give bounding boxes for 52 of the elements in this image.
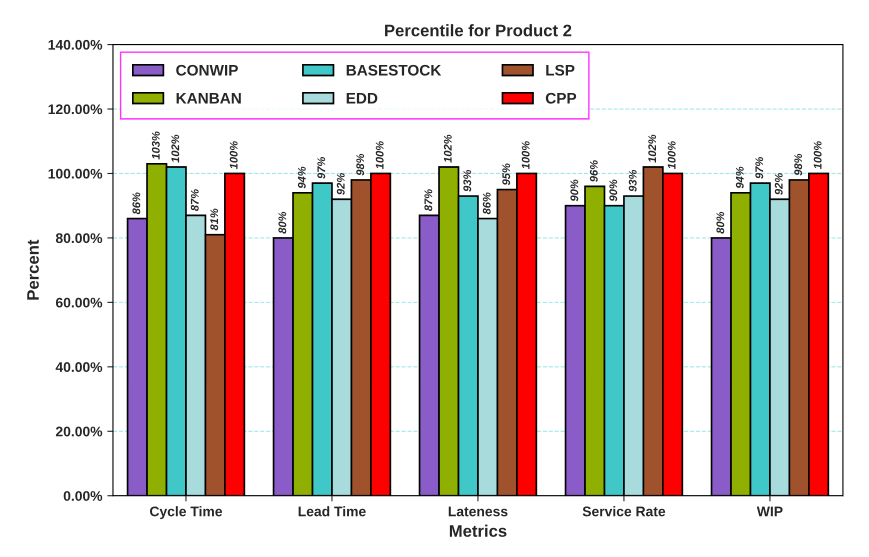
data-label: 96% xyxy=(590,160,598,182)
data-label: 97% xyxy=(755,157,764,179)
y-tick-label: 100.00% xyxy=(48,168,102,179)
data-label: 87% xyxy=(424,189,432,212)
x-tick-label: Lead Time xyxy=(298,506,366,516)
data-label: 87% xyxy=(190,189,199,212)
data-label: 100% xyxy=(376,141,384,170)
data-label: 102% xyxy=(171,134,180,163)
legend-label: EDD xyxy=(346,92,378,104)
data-label: 95% xyxy=(502,163,510,186)
data-label: 102% xyxy=(444,134,452,163)
data-label: 80% xyxy=(716,212,724,234)
data-label: 98% xyxy=(356,154,364,176)
y-tick-label: 40.00% xyxy=(56,362,102,372)
data-label: 94% xyxy=(736,166,744,188)
data-label: 92% xyxy=(336,173,345,195)
legend-label: KANBAN xyxy=(176,92,241,104)
data-label: 86% xyxy=(132,192,140,214)
y-tick-label: 140.00% xyxy=(48,40,102,50)
y-tick-label: 60.00% xyxy=(56,298,102,308)
data-label: 100% xyxy=(230,141,238,170)
data-label: 103% xyxy=(152,132,160,160)
data-label: 93% xyxy=(628,170,637,192)
data-label: 98% xyxy=(794,154,802,176)
data-label: 92% xyxy=(774,173,783,195)
data-label: 81% xyxy=(210,208,218,230)
x-axis-title: Metrics xyxy=(450,524,506,537)
data-label: 80% xyxy=(278,212,286,234)
legend-label: CONWIP xyxy=(176,64,238,76)
data-label: 100% xyxy=(814,141,822,170)
x-tick-label: WIP xyxy=(756,506,783,516)
data-label: 90% xyxy=(609,180,618,202)
legend-label: LSP xyxy=(546,64,574,76)
data-label: 90% xyxy=(570,180,578,202)
data-label: 94% xyxy=(298,166,306,188)
data-label: 97% xyxy=(317,157,326,179)
data-label: 100% xyxy=(522,141,530,170)
data-label: 100% xyxy=(668,141,676,170)
x-tick-label: Service Rate xyxy=(582,506,666,516)
y-tick-label: 80.00% xyxy=(56,233,102,244)
data-label: 102% xyxy=(648,134,656,163)
legend-label: BASESTOCK xyxy=(346,64,442,76)
y-tick-label: 120.00% xyxy=(48,104,102,114)
y-tick-label: 0.00% xyxy=(64,491,102,501)
x-tick-label: Lateness xyxy=(448,506,508,516)
data-label: 86% xyxy=(482,192,491,214)
chart-title: Percentile for Product 2 xyxy=(385,24,572,36)
legend-label: CPP xyxy=(546,92,576,104)
y-axis-title: Percent xyxy=(27,240,39,300)
data-label: 93% xyxy=(463,170,472,192)
y-tick-label: 20.00% xyxy=(56,426,102,436)
x-tick-label: Cycle Time xyxy=(150,506,222,520)
